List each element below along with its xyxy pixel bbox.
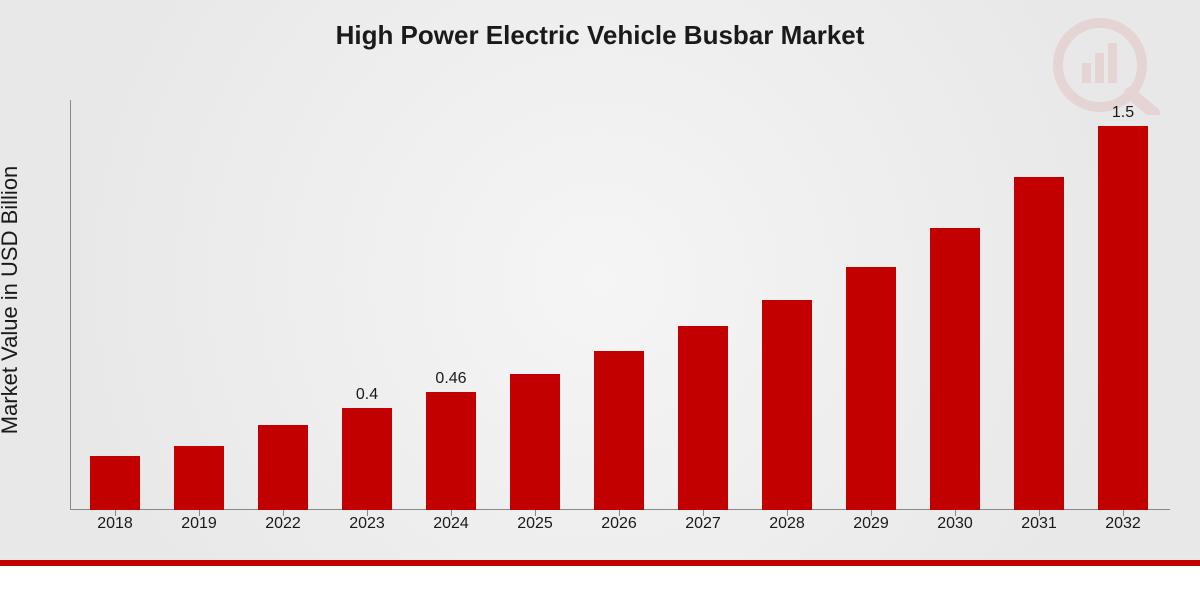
x-tick-label: 2029 bbox=[831, 515, 911, 533]
bar-slot bbox=[258, 425, 308, 510]
x-tick-label: 2018 bbox=[75, 515, 155, 533]
bar-slot bbox=[678, 326, 728, 511]
chart-plot-area: 0.4 0.46 1.5 bbox=[70, 100, 1170, 510]
bar bbox=[1098, 126, 1148, 510]
bar bbox=[678, 326, 728, 511]
bar-slot bbox=[594, 351, 644, 510]
bar bbox=[426, 392, 476, 510]
x-tick-label: 2031 bbox=[999, 515, 1079, 533]
x-tick-label: 2027 bbox=[663, 515, 743, 533]
bar-slot: 0.4 bbox=[342, 408, 392, 511]
bar-value-label: 0.4 bbox=[342, 386, 392, 404]
x-tick-label: 2022 bbox=[243, 515, 323, 533]
x-tick-label: 2025 bbox=[495, 515, 575, 533]
x-tick-label: 2024 bbox=[411, 515, 491, 533]
bar-slot bbox=[846, 267, 896, 510]
bar bbox=[594, 351, 644, 510]
bar-value-label: 0.46 bbox=[426, 370, 476, 388]
bar-slot bbox=[174, 446, 224, 510]
bar-slot bbox=[90, 456, 140, 510]
bar bbox=[174, 446, 224, 510]
y-axis-label: Market Value in USD Billion bbox=[0, 166, 23, 435]
bar bbox=[930, 228, 980, 510]
bar-slot bbox=[762, 300, 812, 510]
bar-slot bbox=[1014, 177, 1064, 510]
bar-slot: 1.5 bbox=[1098, 126, 1148, 510]
bar-slot: 0.46 bbox=[426, 392, 476, 510]
x-tick-label: 2032 bbox=[1083, 515, 1163, 533]
chart-title: High Power Electric Vehicle Busbar Marke… bbox=[0, 20, 1200, 51]
bar bbox=[258, 425, 308, 510]
x-tick-label: 2023 bbox=[327, 515, 407, 533]
x-tick-label: 2028 bbox=[747, 515, 827, 533]
x-tick-label: 2030 bbox=[915, 515, 995, 533]
bar bbox=[846, 267, 896, 510]
bar-slot bbox=[930, 228, 980, 510]
chart-container: High Power Electric Vehicle Busbar Marke… bbox=[0, 0, 1200, 600]
bar bbox=[1014, 177, 1064, 510]
y-axis-line bbox=[70, 100, 71, 510]
bar bbox=[90, 456, 140, 510]
bar bbox=[510, 374, 560, 510]
bar-value-label: 1.5 bbox=[1098, 104, 1148, 122]
x-tick-label: 2019 bbox=[159, 515, 239, 533]
bar bbox=[762, 300, 812, 510]
bar bbox=[342, 408, 392, 511]
x-tick-label: 2026 bbox=[579, 515, 659, 533]
bar-slot bbox=[510, 374, 560, 510]
footer-white-area bbox=[0, 566, 1200, 600]
